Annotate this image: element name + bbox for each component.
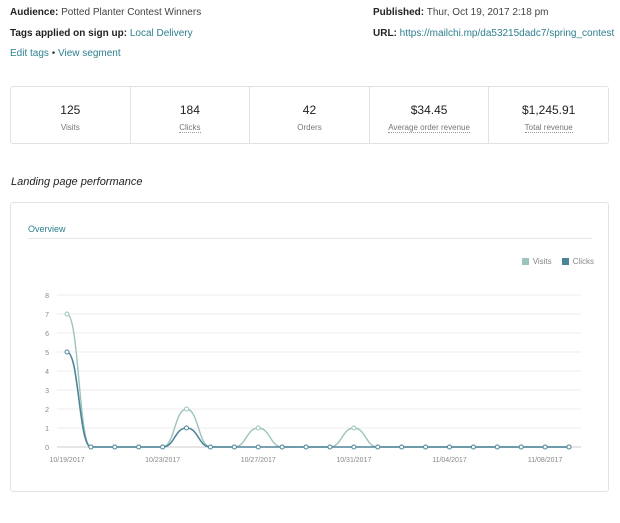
data-point-clicks xyxy=(184,425,190,431)
data-point-visits xyxy=(351,425,357,431)
legend-label: Clicks xyxy=(572,257,594,266)
y-tick-label: 3 xyxy=(45,388,49,395)
data-point-clicks xyxy=(375,444,381,450)
data-point-clicks xyxy=(160,444,166,450)
data-point-clicks xyxy=(494,444,500,450)
data-point-visits xyxy=(255,425,261,431)
data-point-clicks xyxy=(399,444,405,450)
view-segment-link[interactable]: View segment xyxy=(58,48,121,59)
x-tick-label: 10/31/2017 xyxy=(336,457,371,464)
chart-legend: Visits Clicks xyxy=(521,257,594,266)
stat-orders: 42 Orders xyxy=(250,87,370,143)
data-point-clicks xyxy=(566,444,572,450)
y-tick-label: 7 xyxy=(45,312,49,319)
y-tick-label: 6 xyxy=(45,331,49,338)
x-tick-label: 11/04/2017 xyxy=(432,457,467,464)
published-label: Published: xyxy=(373,7,425,18)
tag-actions: Edit tags • View segment xyxy=(10,48,121,59)
tag-link[interactable]: Local Delivery xyxy=(129,28,193,39)
data-point-clicks xyxy=(423,444,429,450)
data-point-clicks xyxy=(136,444,142,450)
stat-value: $34.45 xyxy=(410,103,448,117)
data-point-clicks xyxy=(112,444,118,450)
separator: • xyxy=(51,48,56,59)
data-point-clicks xyxy=(303,444,309,450)
data-point-visits xyxy=(64,311,70,317)
data-point-clicks xyxy=(470,444,476,450)
tab-divider xyxy=(28,238,592,239)
stat-value: 184 xyxy=(179,103,200,117)
stat-label: Orders xyxy=(297,123,322,132)
published-row: Published: Thur, Oct 19, 2017 2:18 pm xyxy=(373,7,548,18)
stat-value: 125 xyxy=(60,103,81,117)
data-point-visits xyxy=(184,406,190,412)
y-tick-label: 0 xyxy=(45,445,49,452)
stat-value: 42 xyxy=(302,103,317,117)
section-title: Landing page performance xyxy=(11,176,143,188)
stats-bar: 125 Visits 184 Clicks 42 Orders $34.45 Avera… xyxy=(10,86,609,144)
stat-total-revenue: $1,245.91 Total revenue xyxy=(489,87,608,143)
stat-label[interactable]: Clicks xyxy=(179,123,201,133)
audience-row: Audience: Potted Planter Contest Winners xyxy=(10,7,201,18)
data-point-clicks xyxy=(231,444,237,450)
series-line-clicks xyxy=(66,351,569,448)
stat-label: Visits xyxy=(60,123,80,132)
x-tick-label: 10/27/2017 xyxy=(241,457,276,464)
stat-avg-order-revenue: $34.45 Average order revenue xyxy=(370,87,490,143)
y-tick-label: 5 xyxy=(45,350,49,357)
legend-visits[interactable]: Visits xyxy=(521,257,552,266)
stat-visits: 125 Visits xyxy=(11,87,131,143)
chart-panel: Overview Visits Clicks 0 1 2 3 4 5 6 7 8 10/19/20… xyxy=(10,202,609,492)
data-point-clicks xyxy=(327,444,333,450)
y-tick-label: 8 xyxy=(45,293,49,300)
x-tick-label: 10/19/2017 xyxy=(49,457,84,464)
data-point-clicks xyxy=(64,349,70,355)
data-point-clicks xyxy=(542,444,548,450)
published-value: Thur, Oct 19, 2017 2:18 pm xyxy=(426,7,549,18)
y-tick-label: 1 xyxy=(45,426,49,433)
url-label: URL: xyxy=(373,28,397,39)
legend-label: Visits xyxy=(532,257,552,266)
stat-value: $1,245.91 xyxy=(521,103,576,117)
tags-row: Tags applied on sign up: Local Delivery xyxy=(10,28,193,39)
tags-label: Tags applied on sign up: xyxy=(10,28,128,39)
series-line-visits xyxy=(66,313,569,448)
data-point-clicks xyxy=(518,444,524,450)
stat-label[interactable]: Average order revenue xyxy=(388,123,470,133)
visits-swatch xyxy=(521,258,529,265)
line-chart: 0 1 2 3 4 5 6 7 8 10/19/2017 10/23/2017 10/27/2017 1… xyxy=(45,293,581,464)
data-point-clicks xyxy=(446,444,452,450)
stat-clicks: 184 Clicks xyxy=(131,87,251,143)
data-point-clicks xyxy=(207,444,213,450)
y-tick-label: 4 xyxy=(45,369,49,376)
data-point-clicks xyxy=(88,444,94,450)
url-row: URL: https://mailchi.mp/da53215dadc7/spr… xyxy=(373,28,614,39)
audience-label: Audience: xyxy=(10,7,59,18)
x-tick-label: 10/23/2017 xyxy=(145,457,180,464)
data-point-clicks xyxy=(279,444,285,450)
data-point-clicks xyxy=(255,444,261,450)
y-tick-label: 2 xyxy=(45,407,49,414)
clicks-swatch xyxy=(561,258,569,265)
legend-clicks[interactable]: Clicks xyxy=(561,257,594,266)
data-point-clicks xyxy=(351,444,357,450)
edit-tags-link[interactable]: Edit tags xyxy=(10,48,49,59)
x-tick-label: 11/08/2017 xyxy=(528,457,563,464)
stat-label[interactable]: Total revenue xyxy=(524,123,573,133)
audience-value: Potted Planter Contest Winners xyxy=(61,7,202,18)
url-link[interactable]: https://mailchi.mp/da53215dadc7/spring_c… xyxy=(399,28,615,39)
